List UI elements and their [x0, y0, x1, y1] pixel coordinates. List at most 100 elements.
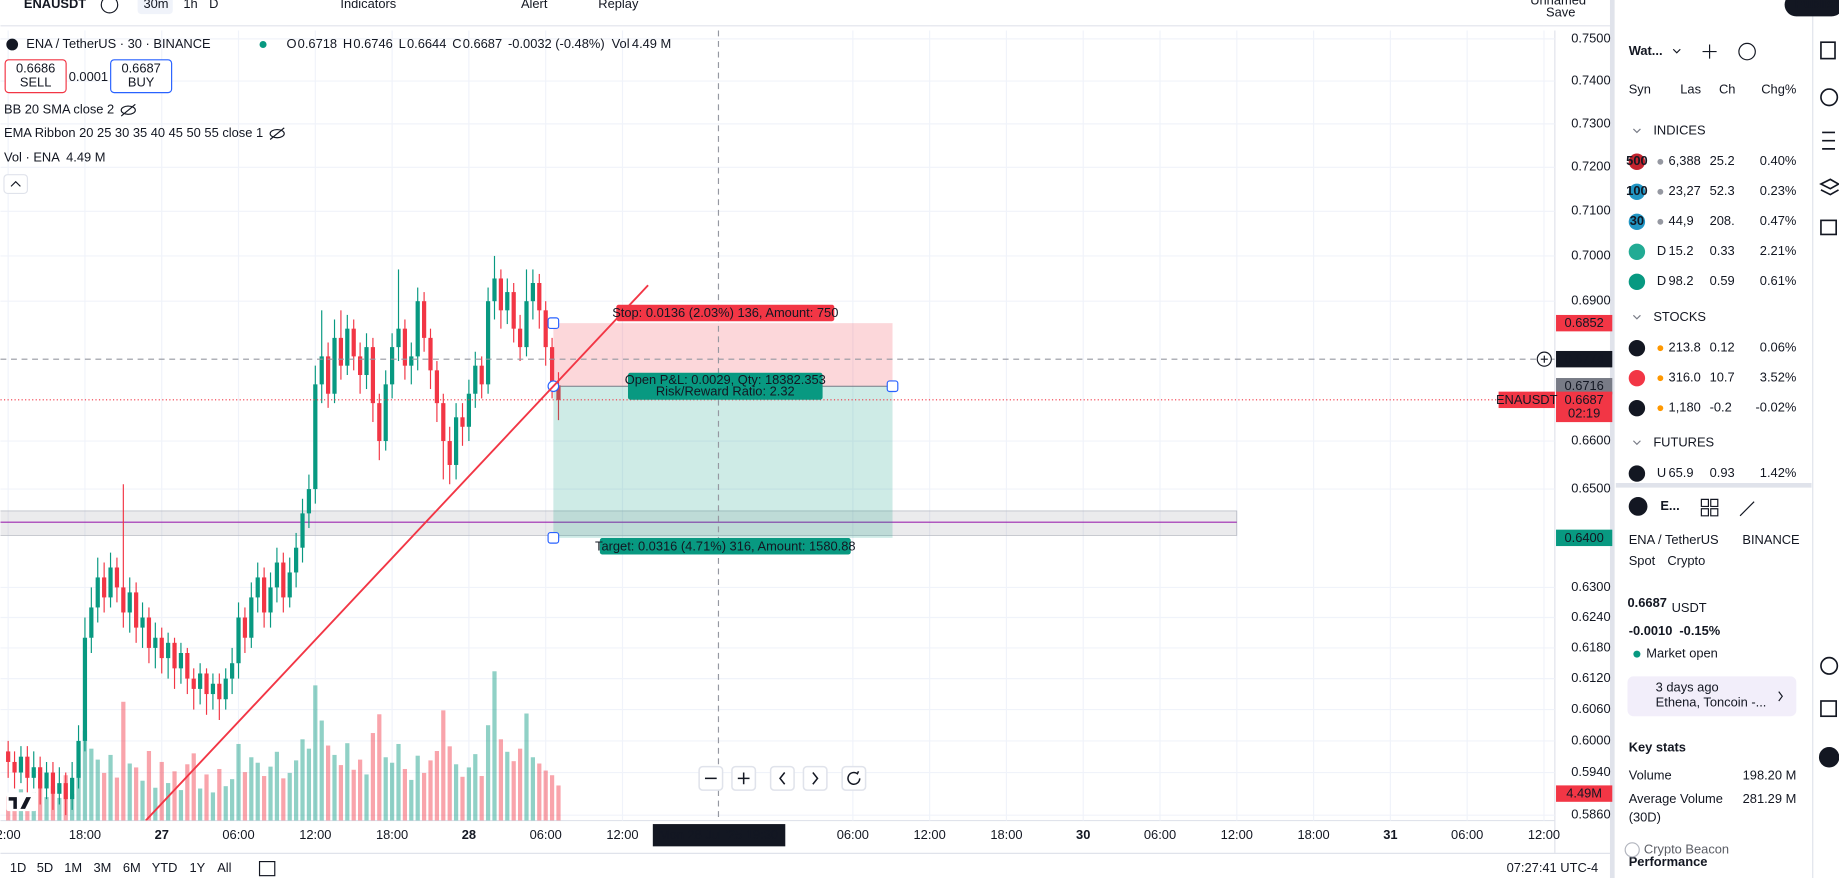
candle-body [511, 292, 516, 329]
candle-body [217, 683, 222, 700]
indicators-button[interactable]: Indicators [340, 0, 396, 11]
indicator-label: BB 20 SMA close 2 [4, 102, 114, 117]
volume-bar [441, 710, 446, 821]
hidden-icon[interactable] [120, 105, 136, 115]
change: 25.2 [1710, 153, 1735, 168]
volume-bar [517, 748, 523, 821]
watchlist-title[interactable]: Wat... [1629, 43, 1663, 58]
icon[interactable] [1822, 131, 1836, 150]
range-button[interactable]: All [217, 860, 231, 875]
news-box[interactable] [1627, 676, 1797, 717]
buy-button[interactable] [110, 59, 173, 94]
crosshair-y-label-bg [1556, 350, 1613, 368]
range-button[interactable]: 1D [10, 860, 26, 875]
candle-body [25, 756, 30, 778]
position-handle[interactable] [886, 380, 899, 393]
volume-bar [428, 760, 433, 821]
x-tick-label: 06:00 [1144, 827, 1176, 842]
stat-label: Average Volume [1629, 791, 1723, 806]
reset-button[interactable] [841, 765, 867, 791]
range-button[interactable]: 3M [94, 860, 112, 875]
interval-active [137, 0, 173, 15]
last-price-label: 0.6687 [1564, 392, 1603, 407]
volume-bar [524, 713, 529, 821]
candle-body [185, 653, 190, 679]
range-button[interactable]: 5D [37, 860, 53, 875]
scroll-left-button[interactable] [769, 765, 795, 791]
news-chevron [1778, 691, 1783, 702]
interval[interactable]: D [209, 0, 218, 11]
candle-body [274, 562, 280, 588]
volume-bar [198, 788, 203, 821]
candle-body [428, 337, 433, 371]
details-currency: USDT [1672, 600, 1707, 615]
candle-body [166, 642, 171, 659]
candle-body [268, 587, 273, 613]
volume-bar [345, 743, 350, 821]
symbol-icon [1628, 213, 1646, 230]
countdown-label: 02:19 [1568, 405, 1600, 420]
last-price: 213.8 [1669, 340, 1701, 355]
volume-bar [230, 779, 235, 821]
candle-body [517, 328, 523, 348]
panel-icon[interactable] [1738, 42, 1756, 61]
interval[interactable]: 1h [183, 0, 197, 11]
market-open-dot [1633, 650, 1641, 658]
hidden-icon[interactable] [269, 128, 285, 139]
volume-bar [351, 769, 356, 821]
details-category: Crypto [1667, 553, 1705, 568]
icon[interactable] [1820, 700, 1838, 718]
range-button[interactable]: YTD [152, 860, 178, 875]
replay-button[interactable]: Replay [598, 0, 639, 11]
sell-button[interactable] [4, 59, 67, 94]
y-tick-label: 0.7400 [1571, 72, 1610, 87]
icon[interactable] [1820, 41, 1836, 60]
publish-button[interactable]: Publish [1795, 0, 1839, 11]
ohlc-value: 0.6746 [353, 36, 392, 51]
icon[interactable] [1818, 747, 1839, 768]
candle-body [50, 772, 56, 794]
volume-bar [364, 774, 369, 821]
symbol-prefix: D [1657, 273, 1666, 288]
range-button[interactable]: 6M [123, 860, 141, 875]
range-button[interactable]: 1Y [190, 860, 206, 875]
collapse-button[interactable] [3, 174, 29, 195]
position-handle[interactable] [547, 531, 560, 544]
section-title: INDICES [1653, 123, 1705, 138]
volume-bar [191, 753, 196, 821]
volume-bar [485, 725, 491, 821]
alert-button[interactable]: Alert [521, 0, 548, 11]
details-exchange: BINANCE [1742, 532, 1800, 547]
x-tick-label: 2:00 [0, 827, 21, 842]
watermark: Crypto Beacon [1644, 841, 1729, 856]
section-chevron [1632, 314, 1641, 320]
volume-bar [396, 743, 401, 821]
candle-body [479, 365, 484, 385]
buy-label: BUY [128, 75, 155, 90]
symbol-search[interactable]: ENAUSDT [24, 0, 86, 11]
change: -0.2 [1710, 400, 1732, 415]
candle-body [12, 761, 17, 773]
volume-bar [383, 757, 388, 821]
spread: 0.0001 [69, 69, 108, 84]
x-tick-label: 12:00 [914, 827, 946, 842]
layout-name[interactable]: Unnamed [1530, 0, 1586, 8]
market-status [259, 41, 267, 49]
icon[interactable] [1820, 88, 1839, 107]
add-symbol[interactable] [100, 0, 119, 14]
range-button[interactable]: 1M [64, 860, 82, 875]
icon[interactable] [1820, 656, 1839, 675]
scroll-right-button[interactable] [802, 765, 828, 791]
target-zone [553, 386, 893, 538]
symbol-icon [1628, 273, 1646, 291]
calendar-icon[interactable] [258, 861, 276, 877]
volume-bar [166, 783, 171, 821]
publish-bg[interactable] [1784, 0, 1839, 17]
candle-body [556, 385, 561, 400]
position-handle[interactable] [547, 317, 560, 330]
icon[interactable] [1820, 219, 1838, 236]
ohlc-value: 0.6687 [463, 36, 502, 51]
interval[interactable]: 30m [143, 0, 168, 11]
volume-bar [140, 780, 145, 821]
ohlc-label: L [399, 36, 406, 51]
